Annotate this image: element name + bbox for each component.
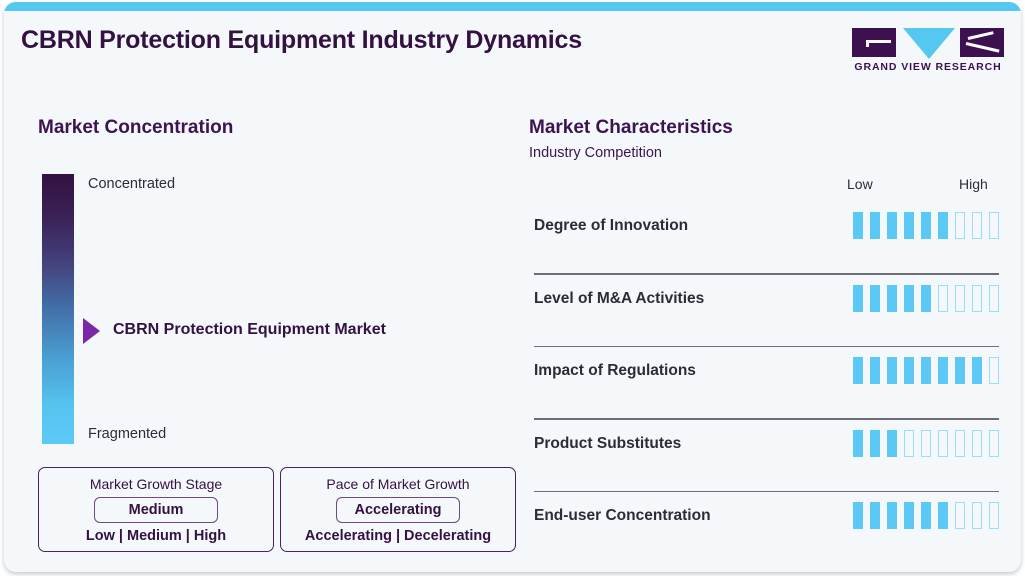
infographic-card: CBRN Protection Equipment Industry Dynam… <box>4 2 1021 572</box>
characteristic-row: Product Substitutes <box>534 420 999 492</box>
rating-segment-empty <box>972 212 982 239</box>
rating-segment-empty <box>989 357 999 384</box>
concentration-gradient-scale <box>42 174 74 444</box>
rating-segment-empty <box>938 429 948 457</box>
rating-segment-filled <box>921 284 931 312</box>
rating-segment-empty <box>989 429 999 457</box>
market-growth-stage-options: Low | Medium | High <box>85 528 227 544</box>
row-divider <box>534 490 999 492</box>
rating-segment-empty <box>972 429 982 457</box>
rating-segment-filled <box>904 357 914 384</box>
rating-segment-filled <box>887 284 897 312</box>
rating-segment-empty <box>989 502 999 529</box>
axis-label-high: High <box>959 176 988 192</box>
characteristic-rating-bars <box>853 502 999 529</box>
market-concentration-title: Market Concentration <box>38 117 234 138</box>
rating-segment-filled <box>938 212 948 239</box>
rating-segment-filled <box>921 502 931 529</box>
pace-of-market-growth-heading: Pace of Market Growth <box>326 476 470 492</box>
characteristic-rating-bars <box>853 284 999 312</box>
grand-view-research-logo: GRAND VIEW RESEARCH <box>852 28 1004 76</box>
rating-segment-filled <box>904 502 914 529</box>
characteristic-label: Impact of Regulations <box>534 362 696 379</box>
row-divider <box>534 345 999 347</box>
rating-segment-filled <box>853 502 863 529</box>
rating-segment-filled <box>853 357 863 384</box>
rating-segment-empty <box>904 429 914 457</box>
characteristic-row: Level of M&A Activities <box>534 275 999 347</box>
rating-segment-filled <box>853 284 863 312</box>
characteristic-label: Product Substitutes <box>534 434 682 452</box>
market-characteristics-subtitle: Industry Competition <box>529 145 662 161</box>
rating-segment-filled <box>870 429 880 457</box>
rating-segment-filled <box>938 502 948 529</box>
logo-v-triangle-icon <box>903 28 955 59</box>
rating-segment-filled <box>887 502 897 529</box>
rating-segment-filled <box>853 212 863 239</box>
rating-segment-filled <box>870 502 880 529</box>
characteristic-row: Impact of Regulations <box>534 347 999 420</box>
rating-segment-filled <box>904 284 914 312</box>
top-accent-bar <box>4 2 1021 11</box>
logo-marks <box>852 28 1004 59</box>
characteristic-row: End-user Concentration <box>534 492 999 565</box>
row-divider <box>534 273 999 275</box>
rating-segment-filled <box>853 429 863 457</box>
scale-label-fragmented: Fragmented <box>88 426 167 442</box>
rating-segment-filled <box>887 212 897 239</box>
market-growth-stage-heading: Market Growth Stage <box>89 476 223 492</box>
rating-segment-filled <box>938 357 948 384</box>
market-growth-stage-box: Market Growth Stage Medium Low | Medium … <box>38 467 274 552</box>
rating-segment-filled <box>921 212 931 239</box>
rating-segment-empty <box>989 212 999 239</box>
characteristic-row: Degree of Innovation <box>534 202 999 275</box>
characteristic-label: Level of M&A Activities <box>534 289 705 307</box>
market-characteristics-title: Market Characteristics <box>529 117 733 138</box>
market-position-label: CBRN Protection Equipment Market <box>113 321 386 338</box>
pace-of-market-growth-box: Pace of Market Growth Accelerating Accel… <box>280 467 516 552</box>
rating-segment-filled <box>972 357 982 384</box>
rating-segment-empty <box>972 502 982 529</box>
logo-wordmark: GRAND VIEW RESEARCH <box>854 61 1002 73</box>
rating-segment-empty <box>938 284 948 312</box>
market-position-marker-icon <box>83 318 100 344</box>
rating-segment-filled <box>870 284 880 312</box>
characteristics-rating-list: Degree of Innovation Level of M&A Activit… <box>534 202 999 565</box>
characteristic-label: Degree of Innovation <box>534 217 689 234</box>
rating-segment-empty <box>955 502 965 529</box>
rating-segment-empty <box>955 429 965 457</box>
rating-segment-filled <box>870 212 880 239</box>
rating-segment-filled <box>904 212 914 239</box>
axis-label-low: Low <box>847 176 873 192</box>
pace-of-market-growth-options: Accelerating | Decelerating <box>304 528 492 544</box>
logo-g-icon <box>852 28 896 57</box>
rating-segment-filled <box>955 357 965 384</box>
market-growth-stage-value: Medium <box>94 497 218 523</box>
pace-of-market-growth-value: Accelerating <box>336 497 460 523</box>
characteristic-rating-bars <box>853 357 999 384</box>
rating-segment-empty <box>955 212 965 239</box>
characteristic-rating-bars <box>853 429 999 457</box>
rating-segment-empty <box>955 284 965 312</box>
rating-segment-empty <box>989 284 999 312</box>
page-title: CBRN Protection Equipment Industry Dynam… <box>21 26 582 54</box>
rating-segment-filled <box>887 429 897 457</box>
characteristic-rating-bars <box>853 212 999 239</box>
row-divider <box>534 418 999 420</box>
rating-segment-filled <box>887 357 897 384</box>
scale-label-concentrated: Concentrated <box>88 176 176 192</box>
rating-segment-empty <box>972 284 982 312</box>
rating-segment-filled <box>921 357 931 384</box>
logo-r-icon <box>960 28 1004 57</box>
characteristic-label: End-user Concentration <box>534 507 711 524</box>
rating-segment-empty <box>921 429 931 457</box>
rating-segment-filled <box>870 357 880 384</box>
